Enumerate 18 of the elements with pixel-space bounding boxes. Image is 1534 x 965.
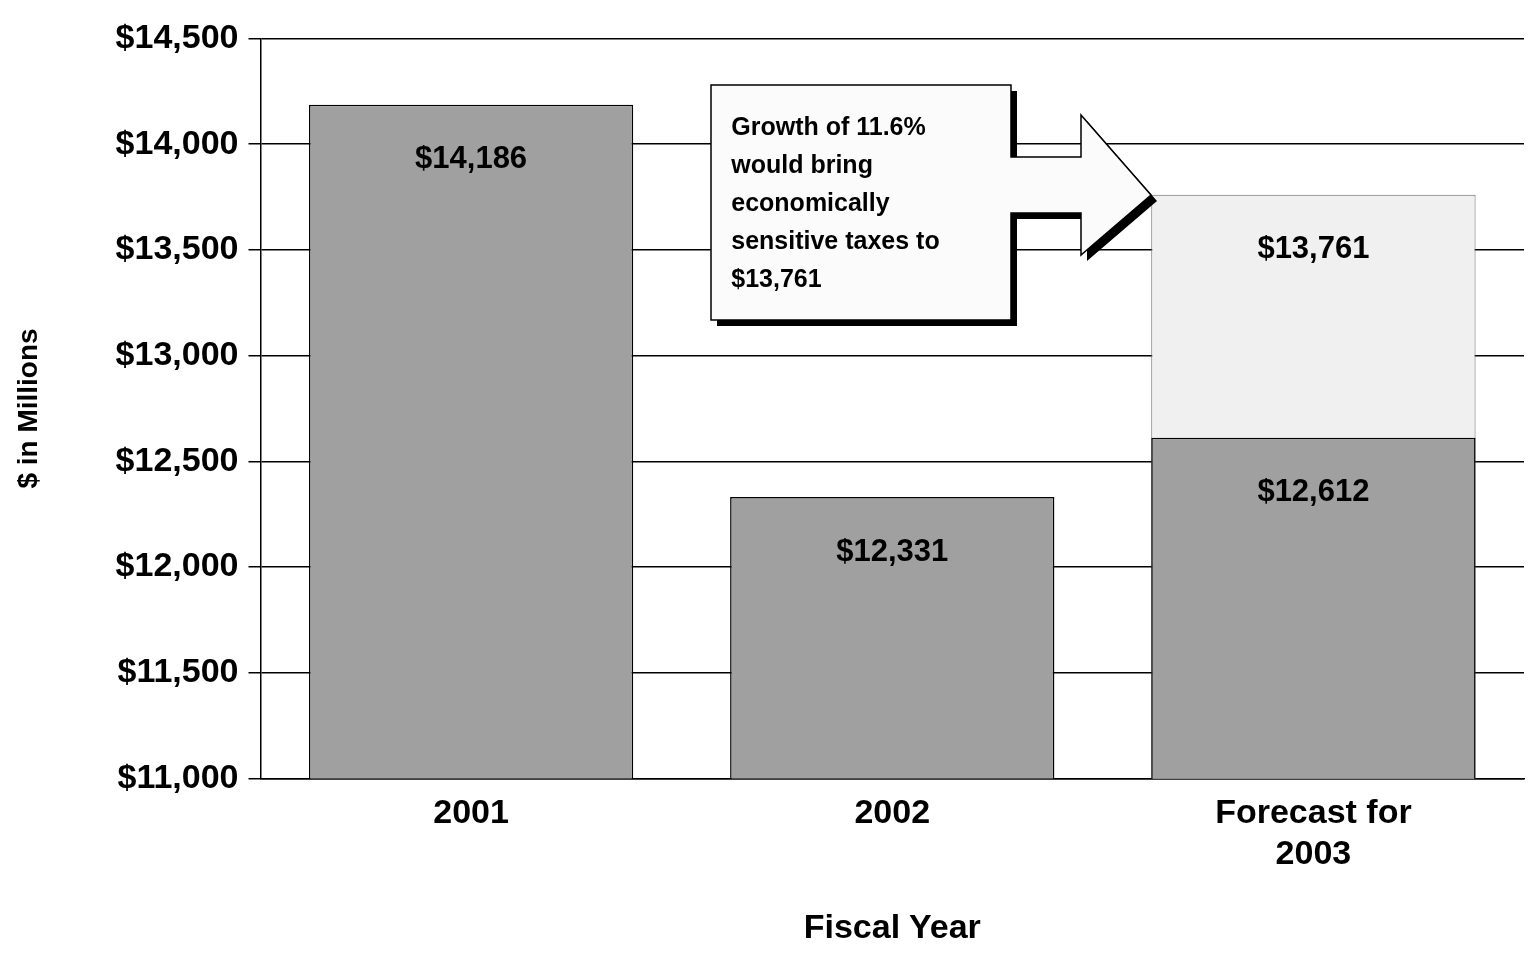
y-tick-label: $13,000: [115, 334, 239, 372]
data-label: $13,761: [1257, 230, 1370, 266]
y-tick-label: $12,000: [115, 545, 239, 584]
y-tick-label: $12,500: [115, 439, 239, 478]
annotation: Growth of 11.6% would bring economically sensitive taxes to $13,761: [731, 110, 941, 294]
y-tick-label: $11,500: [117, 651, 239, 690]
data-label: $14,186: [415, 140, 528, 176]
data-label: $12,331: [836, 532, 949, 568]
y-axis-title: $ in Millions: [11, 328, 43, 489]
x-tick-label: Forecast for 2003: [1215, 792, 1412, 872]
y-tick-label: $13,500: [115, 228, 239, 267]
y-tick-label: $14,500: [115, 16, 239, 55]
data-label: $12,612: [1257, 473, 1370, 509]
y-tick-label: $14,000: [115, 122, 239, 161]
y-tick-label: $11,000: [117, 756, 239, 795]
x-tick-label: 2001: [433, 792, 509, 831]
x-axis-title: Fiscal Year: [803, 906, 981, 945]
x-tick-label: 2002: [854, 792, 931, 831]
